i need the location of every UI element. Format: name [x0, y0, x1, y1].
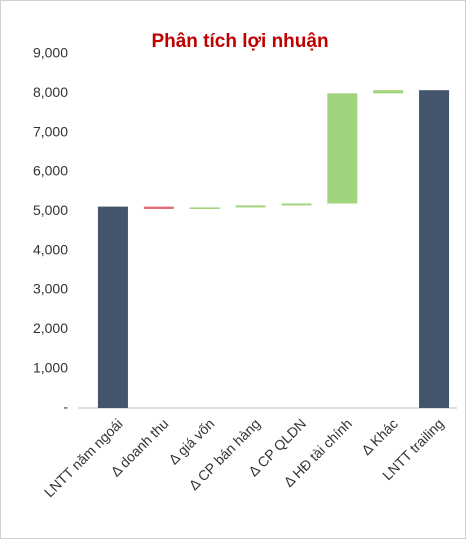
- bar: [143, 206, 174, 209]
- bar: [97, 206, 128, 408]
- bar: [373, 90, 404, 94]
- bar: [281, 203, 312, 206]
- y-tick-label: 7,000: [33, 123, 68, 139]
- bar: [235, 205, 266, 208]
- y-tick-label: 2,000: [33, 320, 68, 336]
- y-tick-label: 6,000: [33, 163, 68, 179]
- bar: [327, 93, 358, 204]
- y-tick-label: 8,000: [33, 84, 68, 100]
- bar: [419, 90, 450, 408]
- y-tick-label: 5,000: [33, 202, 68, 218]
- y-tick-label: 4,000: [33, 241, 68, 257]
- y-tick-label: 3,000: [33, 281, 68, 297]
- chart-title: Phân tích lợi nhuận: [151, 31, 328, 52]
- bar: [189, 207, 220, 209]
- y-tick-label: 9,000: [33, 45, 68, 61]
- y-tick-label: -: [63, 399, 68, 415]
- y-tick-label: 1,000: [33, 359, 68, 375]
